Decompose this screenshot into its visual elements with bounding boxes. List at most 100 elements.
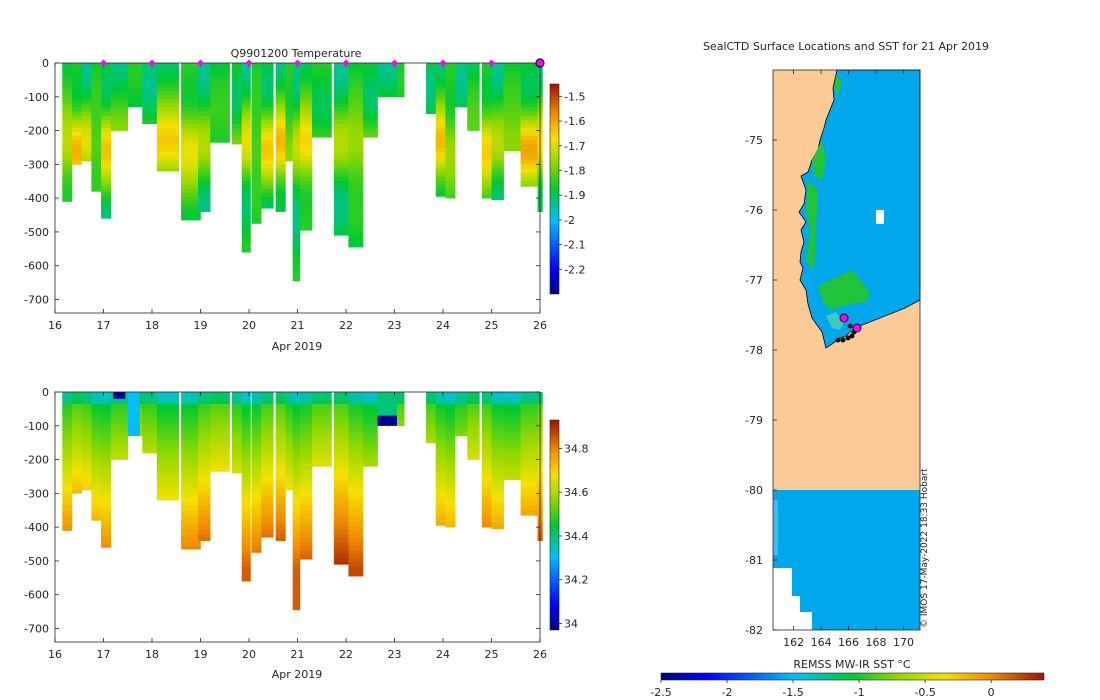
- profile-cell: [62, 87, 73, 92]
- profile-cell: [198, 184, 211, 189]
- profile-cell: [156, 481, 179, 486]
- profile-cell: [312, 95, 332, 100]
- profile-cell: [91, 428, 102, 433]
- profile-cell: [62, 123, 73, 129]
- profile-cell: [261, 452, 274, 458]
- profile-cell: [261, 184, 274, 189]
- profile-cell: [232, 119, 245, 125]
- profile-cell: [198, 204, 211, 210]
- profile-cell: [275, 469, 286, 474]
- profile-cell: [299, 196, 313, 202]
- profile-cell: [292, 428, 301, 433]
- profile-cell: [348, 412, 364, 417]
- profile-cell: [312, 456, 332, 462]
- profile-cell: [481, 164, 492, 169]
- profile-cell: [292, 533, 301, 539]
- profile-cell: [445, 168, 456, 173]
- profile-cell: [312, 79, 332, 84]
- profile-cell: [71, 440, 82, 446]
- profile-cell: [181, 99, 201, 104]
- profile-cell: [312, 448, 332, 454]
- profile-cell: [156, 493, 179, 498]
- profile-cell: [198, 456, 211, 462]
- profile-cell: [481, 497, 492, 502]
- profile-cell: [251, 444, 262, 450]
- profile-cell: [232, 95, 245, 100]
- profile-cell: [261, 111, 274, 117]
- profile-cell: [481, 493, 492, 498]
- profile-cell: [62, 529, 73, 531]
- profile-cell: [333, 477, 352, 482]
- y-tick-label: -600: [24, 260, 49, 273]
- profile-cell: [261, 460, 274, 466]
- profile-cell: [261, 529, 274, 535]
- profile-cell: [426, 440, 437, 443]
- profile-cell: [71, 473, 82, 478]
- profile-cell: [491, 196, 504, 201]
- profile-cell: [292, 119, 301, 125]
- profile-cell: [445, 521, 456, 527]
- profile-cell: [91, 440, 102, 446]
- profile-cell: [299, 521, 313, 527]
- profile-cell: [156, 152, 179, 157]
- profile-cell: [275, 420, 286, 425]
- profile-cell: [81, 404, 92, 409]
- profile-cell: [445, 127, 456, 133]
- profile-cell: [426, 408, 437, 413]
- profile-cell: [142, 79, 158, 84]
- profile-cell: [81, 131, 92, 137]
- x-tick-label: 22: [339, 648, 353, 661]
- profile-cell: [251, 392, 262, 397]
- profile-cell: [292, 570, 301, 575]
- profile-cell: [251, 115, 262, 121]
- profile-cell: [333, 204, 352, 210]
- profile-cell: [198, 469, 211, 474]
- profile-cell: [491, 404, 504, 409]
- profile-cell: [251, 204, 262, 210]
- profile-cell: [292, 485, 301, 490]
- profile-cell: [241, 521, 251, 527]
- profile-cell: [481, 501, 492, 506]
- profile-cell: [156, 107, 179, 112]
- profile-cell: [198, 460, 211, 466]
- profile-cell: [210, 416, 230, 421]
- profile-cell: [198, 513, 211, 518]
- profile-cell: [62, 160, 73, 165]
- profile-cell: [520, 99, 538, 104]
- profile-cell: [198, 63, 211, 68]
- colorbar-tick-label: 34.4: [564, 530, 589, 543]
- profile-cell: [348, 225, 364, 230]
- profile-cell: [503, 432, 521, 437]
- profile-cell: [251, 111, 262, 117]
- profile-cell: [435, 115, 446, 121]
- profile-cell: [232, 400, 245, 405]
- profile-cell: [299, 63, 313, 68]
- profile-cell: [241, 416, 251, 421]
- profile-cell: [503, 448, 521, 454]
- profile-cell: [275, 517, 286, 523]
- profile-cell: [292, 558, 301, 563]
- profile-cell: [491, 83, 504, 88]
- profile-cell: [251, 546, 262, 551]
- profile-cell: [445, 404, 456, 409]
- profile-cell: [210, 424, 230, 429]
- profile-cell: [520, 184, 538, 187]
- profile-cell: [71, 460, 82, 466]
- profile-cell: [181, 164, 201, 169]
- profile-cell: [299, 79, 313, 84]
- profile-cell: [142, 424, 158, 429]
- profile-cell: [62, 501, 73, 506]
- profile-cell: [232, 460, 245, 466]
- profile-cell: [445, 396, 456, 401]
- profile-cell: [101, 432, 112, 437]
- profile-cell: [455, 83, 468, 88]
- profile-cell: [232, 469, 245, 474]
- profile-cell: [62, 432, 73, 437]
- profile-cell: [232, 83, 245, 88]
- profile-cell: [312, 460, 332, 466]
- profile-cell: [426, 103, 437, 108]
- profile-cell: [81, 489, 92, 491]
- profile-cell: [261, 428, 274, 433]
- profile-cell: [435, 408, 446, 413]
- profile-cell: [467, 83, 480, 88]
